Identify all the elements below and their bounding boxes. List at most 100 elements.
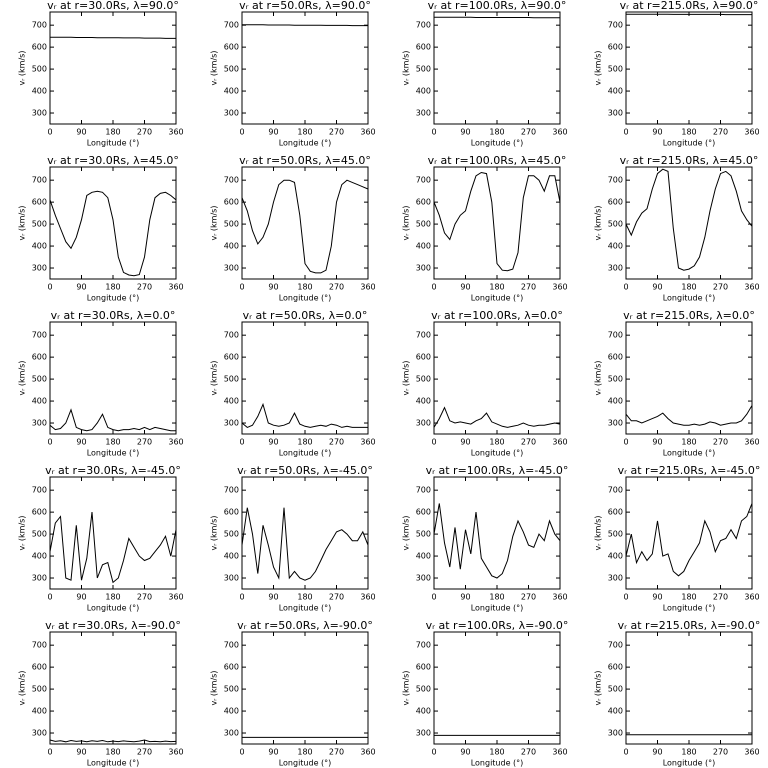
y-tick-label: 300: [224, 574, 239, 583]
x-axis-label: Longitude (°): [279, 139, 332, 148]
y-tick-label: 300: [224, 419, 239, 428]
x-tick-label: 270: [521, 283, 536, 292]
chart-title: vᵣ at r=215.0Rs, λ=-90.0°: [618, 619, 761, 632]
x-tick-label: 360: [744, 593, 759, 602]
x-tick-label: 0: [623, 748, 628, 757]
y-tick-label: 400: [32, 87, 47, 96]
x-tick-label: 90: [460, 438, 470, 447]
y-tick-label: 700: [32, 486, 47, 495]
y-tick-label: 600: [224, 353, 239, 362]
chart-title: vᵣ at r=30.0Rs, λ=45.0°: [47, 154, 179, 167]
y-tick-label: 600: [608, 43, 623, 52]
x-tick-label: 270: [137, 748, 152, 757]
x-tick-label: 90: [76, 128, 86, 137]
x-tick-label: 0: [47, 748, 52, 757]
x-axis-label: Longitude (°): [663, 449, 716, 458]
x-tick-label: 90: [652, 128, 662, 137]
y-tick-label: 500: [608, 375, 623, 384]
y-tick-label: 500: [416, 685, 431, 694]
data-line: [433, 406, 561, 428]
x-tick-label: 360: [552, 748, 567, 757]
x-axis-label: Longitude (°): [471, 759, 524, 768]
y-tick-label: 400: [32, 707, 47, 716]
y-tick-label: 700: [608, 486, 623, 495]
y-axis-label: vᵣ (km/s): [210, 206, 219, 241]
y-tick-label: 600: [224, 663, 239, 672]
chart-title: vᵣ at r=215.0Rs, λ=90.0°: [620, 0, 759, 12]
chart-title: vᵣ at r=30.0Rs, λ=-90.0°: [45, 619, 181, 632]
x-tick-label: 180: [297, 283, 312, 292]
data-line: [49, 512, 177, 584]
x-tick-label: 180: [105, 438, 120, 447]
chart-title: vᵣ at r=50.0Rs, λ=-45.0°: [237, 464, 373, 477]
y-axis-label: vᵣ (km/s): [18, 361, 27, 396]
data-line: [50, 36, 176, 39]
y-tick-label: 400: [416, 87, 431, 96]
x-axis-label: Longitude (°): [663, 604, 716, 613]
y-axis-label: vᵣ (km/s): [210, 361, 219, 396]
y-tick-label: 600: [608, 508, 623, 517]
y-tick-label: 500: [32, 685, 47, 694]
y-tick-label: 400: [608, 707, 623, 716]
y-tick-label: 500: [224, 685, 239, 694]
x-tick-label: 270: [137, 593, 152, 602]
x-tick-label: 90: [652, 593, 662, 602]
plot-frame: [49, 11, 177, 125]
x-tick-label: 180: [489, 438, 504, 447]
x-axis-label: Longitude (°): [471, 294, 524, 303]
y-axis-label: vᵣ (km/s): [594, 361, 603, 396]
y-tick-label: 700: [32, 331, 47, 340]
x-tick-label: 270: [137, 438, 152, 447]
data-line: [433, 171, 561, 272]
x-tick-label: 360: [168, 438, 183, 447]
y-tick-label: 700: [608, 641, 623, 650]
x-tick-label: 0: [623, 128, 628, 137]
x-tick-label: 90: [76, 438, 86, 447]
x-tick-label: 270: [329, 128, 344, 137]
chart-title: vᵣ at r=100.0Rs, λ=-45.0°: [426, 464, 569, 477]
data-line: [49, 408, 176, 432]
y-tick-label: 300: [32, 264, 47, 273]
x-tick-label: 270: [521, 128, 536, 137]
y-tick-label: 400: [32, 397, 47, 406]
y-tick-label: 400: [32, 242, 47, 251]
x-tick-label: 360: [744, 748, 759, 757]
chart-title: vᵣ at r=100.0Rs, λ=90.0°: [428, 0, 567, 12]
x-tick-label: 90: [268, 128, 278, 137]
plot-frame: [433, 476, 561, 590]
x-tick-label: 90: [460, 748, 470, 757]
x-axis-label: Longitude (°): [87, 604, 140, 613]
x-tick-label: 0: [623, 438, 628, 447]
y-tick-label: 500: [32, 530, 47, 539]
y-axis-label: vᵣ (km/s): [594, 51, 603, 86]
x-tick-label: 360: [552, 128, 567, 137]
y-tick-label: 500: [608, 685, 623, 694]
y-tick-label: 300: [416, 574, 431, 583]
y-tick-label: 400: [416, 397, 431, 406]
x-tick-label: 0: [623, 593, 628, 602]
y-tick-label: 300: [32, 109, 47, 118]
x-tick-label: 270: [137, 283, 152, 292]
y-tick-label: 600: [608, 198, 623, 207]
y-axis-label: vᵣ (km/s): [210, 516, 219, 551]
data-line: [242, 24, 368, 27]
y-tick-label: 700: [224, 641, 239, 650]
x-tick-label: 360: [168, 748, 183, 757]
x-tick-label: 0: [239, 748, 244, 757]
plot-frame: [49, 631, 177, 745]
y-tick-label: 700: [608, 176, 623, 185]
x-tick-label: 90: [268, 748, 278, 757]
x-tick-label: 0: [239, 128, 244, 137]
x-tick-label: 0: [239, 438, 244, 447]
y-tick-label: 700: [32, 21, 47, 30]
y-tick-label: 700: [32, 176, 47, 185]
y-tick-label: 700: [416, 331, 431, 340]
x-tick-label: 180: [489, 283, 504, 292]
x-tick-label: 90: [652, 283, 662, 292]
x-tick-label: 0: [47, 128, 52, 137]
chart-title: vᵣ at r=215.0Rs, λ=-45.0°: [618, 464, 761, 477]
x-tick-label: 360: [360, 283, 375, 292]
x-tick-label: 360: [168, 593, 183, 602]
plot-frame: [433, 321, 561, 435]
